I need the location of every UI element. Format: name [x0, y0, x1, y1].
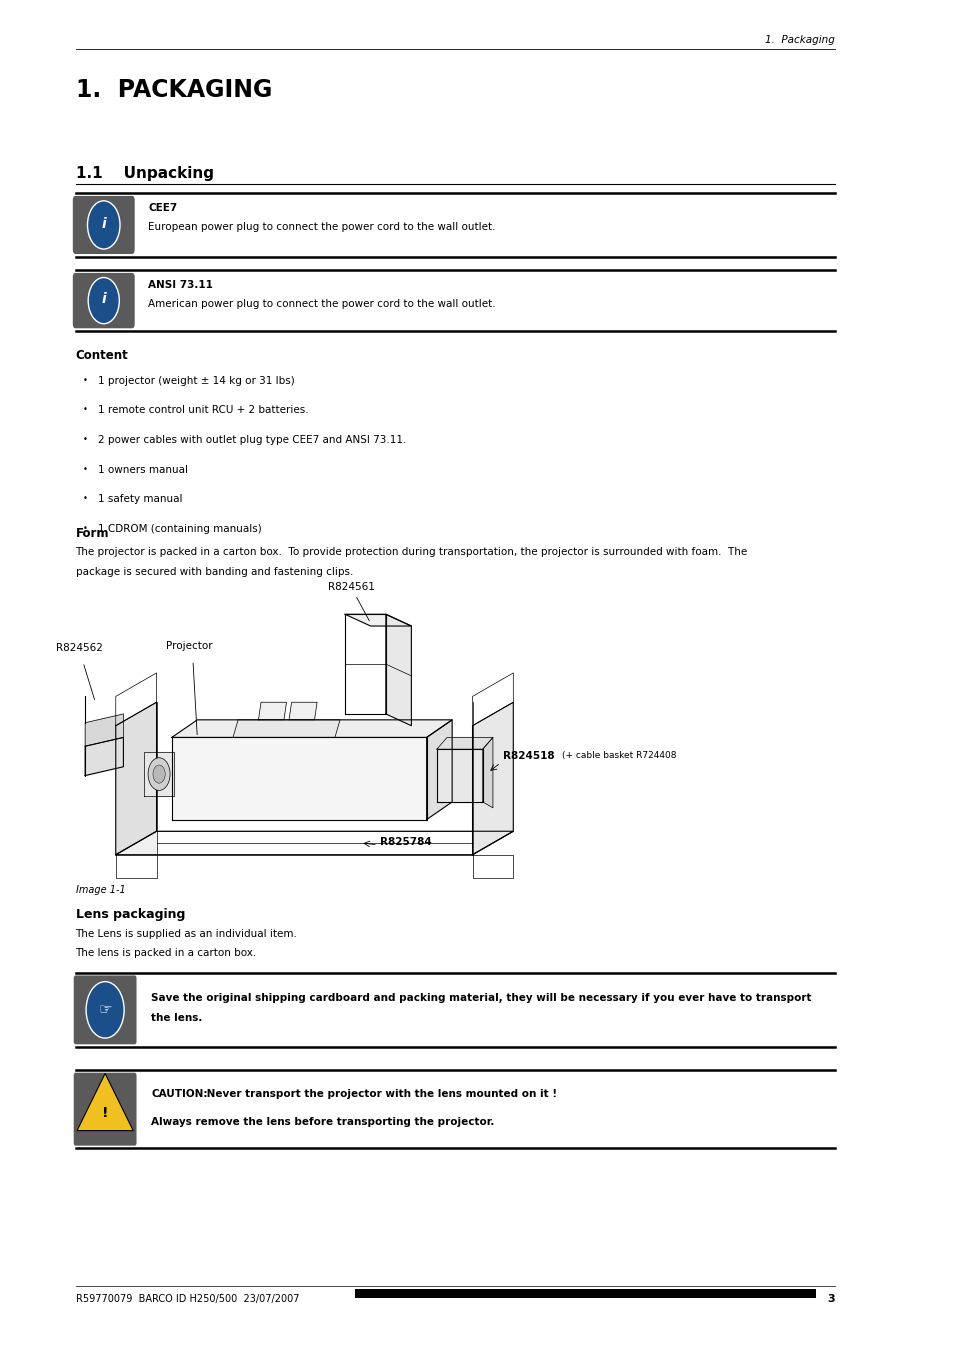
- Text: R59770079  BARCO ID H250/500  23/07/2007: R59770079 BARCO ID H250/500 23/07/2007: [75, 1294, 298, 1304]
- Polygon shape: [115, 855, 156, 878]
- Text: the lens.: the lens.: [151, 1013, 202, 1023]
- Text: •: •: [83, 376, 88, 385]
- Polygon shape: [482, 738, 493, 808]
- Text: CAUTION:: CAUTION:: [151, 1089, 208, 1098]
- Text: 1.1    Unpacking: 1.1 Unpacking: [75, 166, 213, 181]
- Circle shape: [148, 758, 170, 790]
- Text: (+ cable basket R724408: (+ cable basket R724408: [561, 751, 676, 761]
- Polygon shape: [77, 1074, 133, 1131]
- Text: Image 1-1: Image 1-1: [75, 885, 125, 894]
- Text: 1 CDROM (containing manuals): 1 CDROM (containing manuals): [98, 524, 262, 534]
- Polygon shape: [156, 831, 472, 855]
- Bar: [355, 1289, 816, 1298]
- Text: R825784: R825784: [379, 838, 431, 847]
- Polygon shape: [436, 738, 493, 750]
- Polygon shape: [472, 673, 513, 725]
- Text: 1 safety manual: 1 safety manual: [98, 494, 183, 504]
- Polygon shape: [172, 738, 426, 820]
- Circle shape: [152, 765, 165, 784]
- Text: Lens packaging: Lens packaging: [75, 908, 185, 921]
- Polygon shape: [233, 720, 339, 738]
- Text: American power plug to connect the power cord to the wall outlet.: American power plug to connect the power…: [149, 299, 496, 308]
- Polygon shape: [115, 703, 156, 855]
- Polygon shape: [345, 615, 385, 713]
- Text: R824518: R824518: [502, 751, 554, 761]
- Text: •: •: [83, 435, 88, 444]
- Polygon shape: [115, 673, 156, 725]
- Text: package is secured with banding and fastening clips.: package is secured with banding and fast…: [75, 567, 353, 577]
- FancyBboxPatch shape: [72, 196, 134, 254]
- Polygon shape: [85, 738, 123, 775]
- Polygon shape: [472, 855, 513, 878]
- Text: 1.  PACKAGING: 1. PACKAGING: [75, 78, 272, 103]
- Text: CEE7: CEE7: [149, 203, 177, 212]
- Text: 1 remote control unit RCU + 2 batteries.: 1 remote control unit RCU + 2 batteries.: [98, 405, 309, 415]
- Text: Projector: Projector: [166, 640, 213, 651]
- Text: Form: Form: [75, 527, 109, 540]
- Text: The lens is packed in a carton box.: The lens is packed in a carton box.: [75, 948, 256, 958]
- FancyBboxPatch shape: [72, 273, 134, 328]
- Polygon shape: [345, 615, 411, 626]
- FancyBboxPatch shape: [73, 1073, 136, 1146]
- Text: i: i: [101, 216, 106, 231]
- Text: 1.  Packaging: 1. Packaging: [764, 35, 834, 45]
- Text: ANSI 73.11: ANSI 73.11: [149, 280, 213, 289]
- Text: 1 projector (weight ± 14 kg or 31 lbs): 1 projector (weight ± 14 kg or 31 lbs): [98, 376, 294, 385]
- Text: i: i: [101, 292, 106, 307]
- Polygon shape: [85, 713, 123, 746]
- Text: European power plug to connect the power cord to the wall outlet.: European power plug to connect the power…: [149, 222, 496, 231]
- Polygon shape: [258, 703, 286, 720]
- Polygon shape: [426, 720, 452, 820]
- Text: The projector is packed in a carton box.  To provide protection during transport: The projector is packed in a carton box.…: [75, 547, 747, 557]
- Text: •: •: [83, 494, 88, 504]
- Circle shape: [88, 201, 120, 249]
- Text: 1 owners manual: 1 owners manual: [98, 465, 188, 474]
- Text: Content: Content: [75, 349, 128, 362]
- Circle shape: [86, 982, 124, 1038]
- Polygon shape: [144, 753, 174, 796]
- Polygon shape: [115, 831, 513, 855]
- Text: !: !: [102, 1105, 109, 1120]
- FancyBboxPatch shape: [73, 975, 136, 1044]
- Text: •: •: [83, 524, 88, 534]
- Polygon shape: [172, 720, 452, 738]
- Text: Never transport the projector with the lens mounted on it !: Never transport the projector with the l…: [203, 1089, 557, 1098]
- Polygon shape: [385, 615, 411, 725]
- Text: Save the original shipping cardboard and packing material, they will be necessar: Save the original shipping cardboard and…: [151, 993, 811, 1002]
- Circle shape: [88, 277, 119, 324]
- Polygon shape: [472, 703, 513, 855]
- Polygon shape: [436, 750, 482, 802]
- Text: Always remove the lens before transporting the projector.: Always remove the lens before transporti…: [151, 1117, 494, 1127]
- Text: ☞: ☞: [98, 1002, 112, 1017]
- Text: R824561: R824561: [328, 582, 375, 592]
- Text: 2 power cables with outlet plug type CEE7 and ANSI 73.11.: 2 power cables with outlet plug type CEE…: [98, 435, 406, 444]
- Text: The Lens is supplied as an individual item.: The Lens is supplied as an individual it…: [75, 929, 297, 939]
- Text: R824562: R824562: [55, 643, 103, 653]
- Text: •: •: [83, 465, 88, 474]
- Text: 3: 3: [826, 1294, 834, 1304]
- Text: •: •: [83, 405, 88, 415]
- Polygon shape: [289, 703, 316, 720]
